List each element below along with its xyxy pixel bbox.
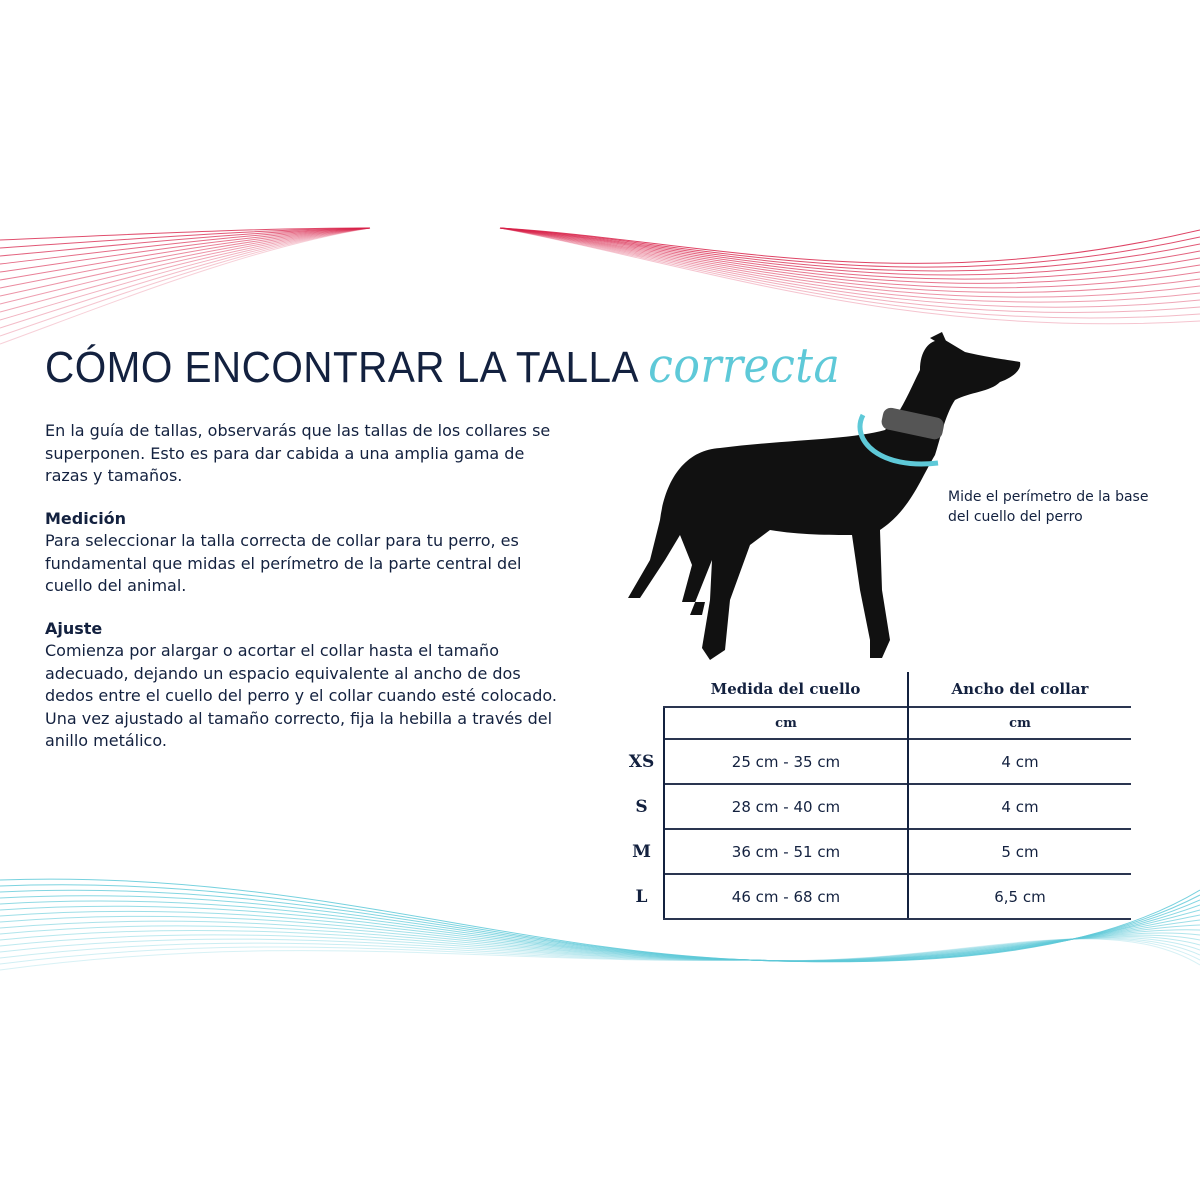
section-text-medicion: Para seleccionar la talla correcta de co… [45, 531, 522, 595]
wave-line-top-left [0, 227, 371, 305]
wave-line-bottom [0, 937, 1200, 962]
wave-line-top-left [0, 227, 371, 337]
wave-line-top-left [0, 227, 371, 281]
wave-line-top-left [0, 227, 371, 321]
width-value: 4 cm [907, 783, 1131, 829]
measure-arrow-icon [857, 413, 939, 467]
title-main: CÓMO ENCONTRAR LA TALLA [45, 343, 639, 392]
wave-line-top-left [0, 227, 371, 273]
width-value: 6,5 cm [907, 873, 1131, 920]
width-value: 4 cm [907, 738, 1131, 784]
unit-width: cm [907, 706, 1131, 739]
table-row: S 28 cm - 40 cm 4 cm [620, 783, 1131, 829]
size-table: Medida del cuello Ancho del collar cm cm… [620, 672, 1131, 920]
section-text-ajuste: Comienza por alargar o acortar el collar… [45, 641, 557, 750]
intro-text: En la guía de tallas, observarás que las… [45, 421, 551, 485]
wave-line-top-left [0, 227, 371, 297]
wave-line-bottom [0, 925, 1200, 962]
size-label: S [635, 796, 648, 817]
wave-line-top-right [499, 227, 1200, 303]
wave-line-top-left [0, 227, 371, 345]
wave-line-top-right [499, 227, 1200, 276]
wave-line-top-right [499, 227, 1200, 293]
size-label: M [632, 841, 651, 862]
wave-line-top-left [0, 227, 371, 265]
wave-line-top-right [499, 227, 1200, 264]
wave-line-bottom [0, 938, 1200, 965]
header-neck: Medida del cuello [710, 680, 861, 698]
table-row: L 46 cm - 68 cm 6,5 cm [620, 873, 1131, 920]
neck-value: 36 cm - 51 cm [663, 828, 908, 874]
wave-line-bottom [0, 934, 1200, 962]
wave-line-top-right [499, 227, 1200, 272]
table-row: XS 25 cm - 35 cm 4 cm [620, 738, 1131, 784]
table-row: M 36 cm - 51 cm 5 cm [620, 828, 1131, 874]
width-value: 5 cm [907, 828, 1131, 874]
wave-line-top-left [0, 227, 371, 289]
wave-line-bottom [0, 929, 1200, 962]
collar-icon [881, 407, 944, 440]
wave-line-bottom [0, 937, 1200, 962]
wave-line-top-right [499, 227, 1200, 280]
section-heading-medicion: Medición [45, 508, 127, 528]
neck-value: 25 cm - 35 cm [663, 738, 908, 784]
wave-line-top-left [0, 227, 371, 329]
wave-line-top-right [499, 227, 1200, 319]
dog-measure-note: Mide el perímetro de la base del cuello … [948, 489, 1149, 525]
wave-line-top-right [499, 227, 1200, 308]
page-title: CÓMO ENCONTRAR LA TALLA correcta [45, 338, 840, 394]
wave-line-top-right [499, 227, 1200, 325]
wave-line-top-right [499, 227, 1200, 289]
header-width: Ancho del collar [907, 672, 1131, 707]
wave-line-top-right [499, 227, 1200, 268]
size-label: XS [628, 751, 655, 772]
wave-line-top-left [0, 227, 371, 257]
wave-line-top-right [499, 227, 1200, 314]
wave-line-top-left [0, 227, 371, 249]
wave-line-top-right [499, 227, 1200, 298]
wave-line-bottom [0, 920, 1200, 962]
size-label: L [635, 886, 648, 907]
unit-neck: cm [663, 706, 908, 739]
neck-value: 28 cm - 40 cm [663, 783, 908, 829]
dog-image [628, 332, 1021, 660]
instructions: En la guía de tallas, observarás que las… [45, 420, 565, 773]
wave-line-top-left [0, 227, 371, 313]
title-accent: correcta [648, 338, 841, 394]
wave-line-top-right [499, 227, 1200, 284]
wave-line-bottom [0, 938, 1200, 971]
section-heading-ajuste: Ajuste [45, 618, 103, 638]
neck-value: 46 cm - 68 cm [663, 873, 908, 920]
wave-line-top-left [0, 227, 371, 241]
